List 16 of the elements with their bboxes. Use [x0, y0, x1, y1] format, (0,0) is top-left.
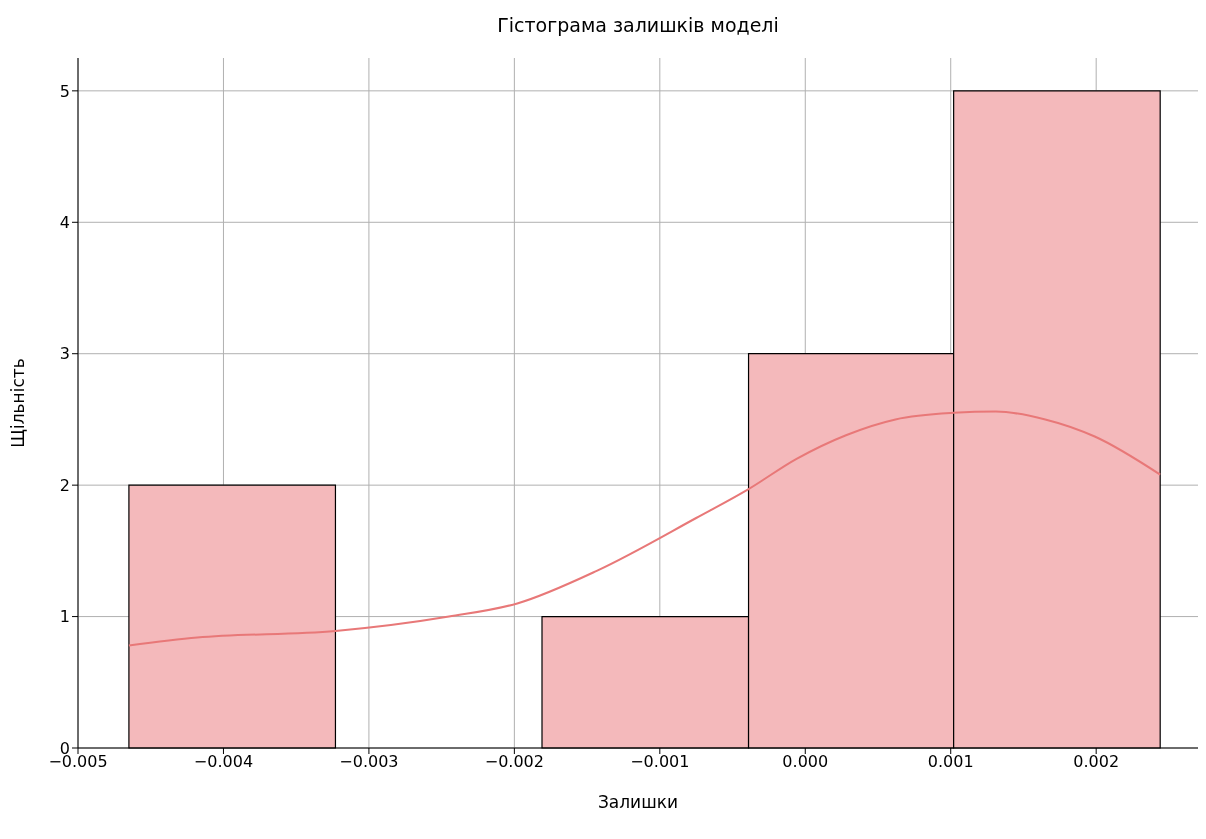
y-tick-label: 3 [59, 344, 70, 364]
chart-title: Гістограма залишків моделі [496, 13, 780, 38]
x-tick-label: −0.002 [484, 752, 544, 772]
x-tick-label: −0.001 [630, 752, 690, 772]
y-tick-label: 5 [59, 81, 70, 101]
x-tick-label: 0.002 [1073, 752, 1120, 772]
x-tick-label: −0.003 [339, 752, 399, 772]
x-tick-label: 0.001 [927, 752, 974, 772]
y-tick-label: 2 [59, 475, 70, 495]
y-tick-label: 1 [59, 607, 70, 627]
x-tick-label: −0.004 [193, 752, 254, 772]
y-axis-title: Щільність [8, 358, 29, 448]
y-tick-label: 4 [59, 212, 70, 232]
x-tick-label: 0.000 [782, 752, 829, 772]
x-axis-title: Залишки [597, 792, 679, 812]
line-series [127, 410, 1162, 647]
